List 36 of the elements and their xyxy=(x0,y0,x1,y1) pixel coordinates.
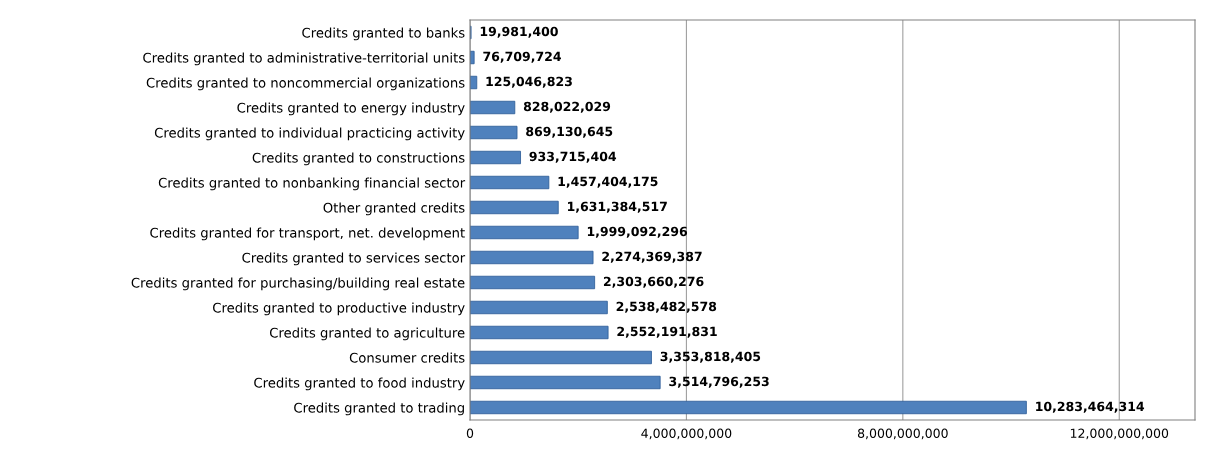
data-label: 2,552,191,831 xyxy=(617,326,717,338)
y-tick-label: Credits granted to nonbanking financial sector xyxy=(158,177,466,191)
y-tick-label: Credits granted to agriculture xyxy=(269,327,465,341)
data-label: 869,130,645 xyxy=(526,126,613,138)
data-label: 10,283,464,314 xyxy=(1036,401,1145,413)
y-tick-label: Credits granted to banks xyxy=(302,27,465,41)
data-label: 2,274,369,387 xyxy=(602,251,702,263)
y-tick-label: Credits granted for transport, net. development xyxy=(150,227,465,241)
y-tick-label: Credits granted to constructions xyxy=(252,152,465,166)
data-label: 19,981,400 xyxy=(480,26,558,38)
y-tick-label: Credits granted to services sector xyxy=(242,252,466,266)
x-tick-label: 0 xyxy=(466,428,474,439)
y-tick-label: Credits granted to noncommercial organizations xyxy=(146,77,465,91)
data-label: 828,022,029 xyxy=(523,101,611,113)
data-label: 3,353,818,405 xyxy=(660,351,761,363)
x-tick-label: 4,000,000,000 xyxy=(641,428,732,440)
x-tick-label: 8,000,000,000 xyxy=(857,428,948,440)
data-label: 3,514,796,253 xyxy=(669,376,769,388)
data-label: 125,046,823 xyxy=(486,76,572,88)
data-label: 1,999,092,296 xyxy=(587,226,688,238)
y-tick-label: Credits granted to food industry xyxy=(254,377,465,391)
x-tick-label: 12,000,000,000 xyxy=(1070,428,1169,440)
data-label: 933,715,404 xyxy=(529,151,617,163)
y-tick-label: Credits granted to administrative-territorial units xyxy=(143,52,465,66)
y-tick-label: Other granted credits xyxy=(323,202,465,216)
y-tick-label: Credits granted to productive industry xyxy=(213,302,465,316)
y-tick-label: Credits granted to energy industry xyxy=(237,102,465,116)
data-label: 2,538,482,578 xyxy=(616,301,717,313)
y-tick-label: Credits granted to trading xyxy=(294,402,464,416)
y-tick-label: Consumer credits xyxy=(349,352,465,363)
y-tick-label: Credits granted to individual practicing activity xyxy=(154,127,465,141)
y-tick-label: Credits granted for purchasing/building real estate xyxy=(131,277,465,291)
data-label: 1,457,404,175 xyxy=(558,176,658,188)
data-label: 1,631,384,517 xyxy=(568,201,667,213)
data-label: 76,709,724 xyxy=(483,51,561,63)
data-label: 2,303,660,276 xyxy=(603,276,704,288)
